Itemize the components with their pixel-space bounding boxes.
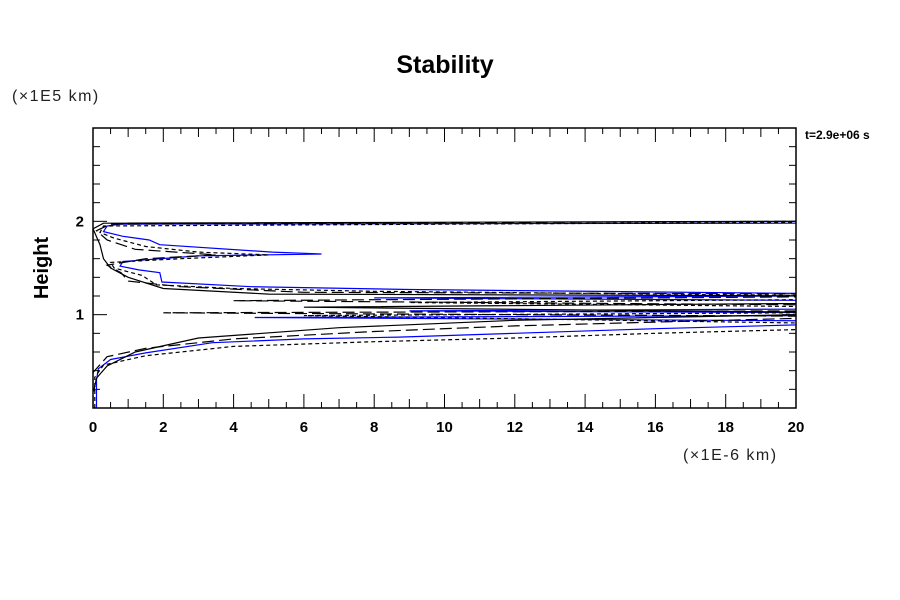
y-tick-label: 1 (76, 307, 84, 324)
x-tick-label: 20 (788, 419, 805, 436)
x-tick-label: 6 (300, 419, 308, 436)
x-unit-label: (×1E-6 km) (683, 447, 778, 464)
series-line-black-solid (93, 220, 796, 392)
y-tick-label: 2 (76, 213, 84, 230)
chart-title: Stability (396, 51, 493, 79)
x-tick-label: 14 (577, 419, 594, 436)
y-unit-label: (×1E5 km) (12, 88, 100, 105)
plot-frame (92, 127, 797, 409)
series-line-black-short-dash (94, 221, 796, 408)
x-tick-label: 2 (159, 419, 167, 436)
series-line-blue-solid (95, 222, 796, 408)
x-tick-label: 18 (717, 419, 734, 436)
series-group (93, 220, 796, 408)
x-tick-label: 12 (506, 419, 523, 436)
x-tick-label: 10 (436, 419, 453, 436)
x-tick-label: 0 (89, 419, 97, 436)
time-annotation: t=2.9e+06 s (805, 128, 870, 142)
x-tick-label: 8 (370, 419, 378, 436)
series-line-black-long-dash (93, 220, 796, 408)
x-tick-label: 4 (229, 419, 238, 436)
y-axis-label: Height (31, 237, 53, 300)
x-tick-label: 16 (647, 419, 664, 436)
